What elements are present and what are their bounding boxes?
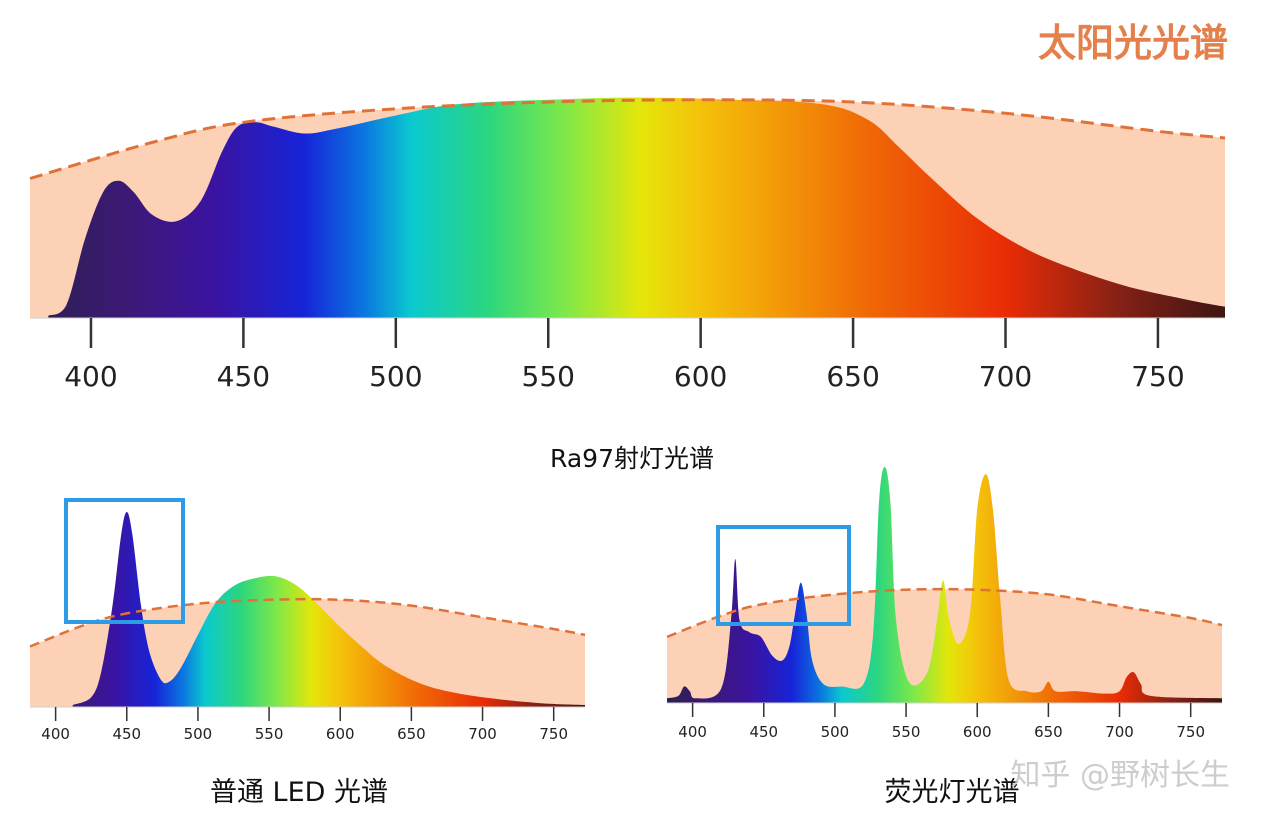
x-tick-label: 400 xyxy=(678,723,707,741)
led-caption: 普通 LED 光谱 xyxy=(210,777,388,808)
ra97-spectrum-area xyxy=(48,97,1225,318)
sunlight-reference-line xyxy=(29,98,1226,180)
led-spectrum-area xyxy=(72,512,585,707)
x-tick-label: 450 xyxy=(749,723,778,741)
x-tick-label: 450 xyxy=(112,725,141,743)
led-reference-line xyxy=(29,597,586,648)
sunlight-spectrum-chart: 400 450 500 550 600 650 700 750 太阳光光谱 xyxy=(29,21,1228,393)
x-tick-label: 500 xyxy=(184,725,213,743)
x-tick-label: 700 xyxy=(1105,723,1134,741)
x-tick-label: 600 xyxy=(326,725,355,743)
ra97-caption: Ra97射灯光谱 xyxy=(550,444,714,473)
x-tick-label: 400 xyxy=(41,725,70,743)
x-tick-label: 400 xyxy=(64,360,117,393)
x-axis-ticks: 400 450 500 550 600 650 700 750 xyxy=(678,703,1205,741)
x-tick-label: 650 xyxy=(826,360,879,393)
x-tick-label: 550 xyxy=(255,725,284,743)
x-tick-label: 550 xyxy=(522,360,575,393)
x-tick-label: 650 xyxy=(1034,723,1063,741)
chart-title: 太阳光光谱 xyxy=(1038,21,1228,65)
blue-peak-highlight-box xyxy=(64,498,185,624)
x-tick-label: 750 xyxy=(1176,723,1205,741)
x-tick-label: 500 xyxy=(369,360,422,393)
x-tick-label: 450 xyxy=(217,360,270,393)
blue-peak-highlight-box xyxy=(716,525,851,626)
fluorescent-reference-line xyxy=(666,587,1223,639)
fluorescent-caption: 荧光灯光谱 xyxy=(885,777,1020,808)
x-tick-label: 750 xyxy=(539,725,568,743)
x-tick-label: 750 xyxy=(1131,360,1184,393)
x-axis-ticks: 400 450 500 550 600 650 700 750 xyxy=(41,707,568,743)
fluorescent-spectrum-area xyxy=(667,467,1222,703)
x-axis-ticks: 400 450 500 550 600 650 700 750 xyxy=(64,318,1185,393)
x-tick-label: 550 xyxy=(892,723,921,741)
x-tick-label: 600 xyxy=(674,360,727,393)
x-tick-label: 700 xyxy=(468,725,497,743)
x-tick-label: 500 xyxy=(821,723,850,741)
x-tick-label: 700 xyxy=(979,360,1032,393)
x-tick-label: 650 xyxy=(397,725,426,743)
fluorescent-spectrum-chart: 400 450 500 550 600 650 700 750 xyxy=(666,467,1223,741)
watermark: 知乎 @野树长生 xyxy=(1010,758,1230,793)
led-spectrum-chart: 400 450 500 550 600 650 700 750 xyxy=(29,498,586,743)
x-tick-label: 600 xyxy=(963,723,992,741)
